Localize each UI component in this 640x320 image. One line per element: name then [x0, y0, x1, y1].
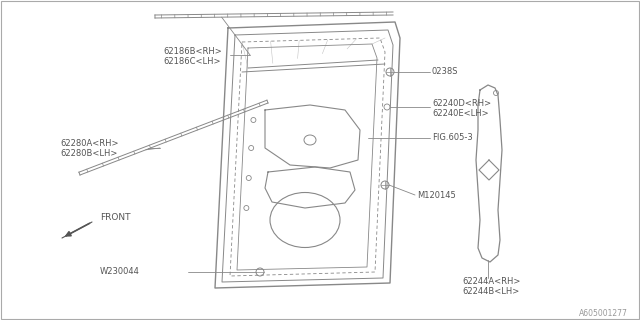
Text: 62244B<LH>: 62244B<LH> — [462, 287, 519, 297]
Text: 62186B<RH>: 62186B<RH> — [163, 47, 221, 57]
Text: 62240E<LH>: 62240E<LH> — [432, 108, 488, 117]
Text: FRONT: FRONT — [100, 212, 131, 221]
Text: A605001277: A605001277 — [579, 308, 628, 317]
Text: FIG.605-3: FIG.605-3 — [432, 133, 473, 142]
Text: 62280A<RH>: 62280A<RH> — [60, 139, 118, 148]
Text: 62280B<LH>: 62280B<LH> — [60, 148, 117, 157]
Text: M120145: M120145 — [417, 190, 456, 199]
Text: W230044: W230044 — [100, 268, 140, 276]
Text: 62186C<LH>: 62186C<LH> — [163, 58, 221, 67]
Text: 0238S: 0238S — [432, 68, 458, 76]
Text: 62240D<RH>: 62240D<RH> — [432, 99, 491, 108]
Text: 62244A<RH>: 62244A<RH> — [462, 277, 520, 286]
